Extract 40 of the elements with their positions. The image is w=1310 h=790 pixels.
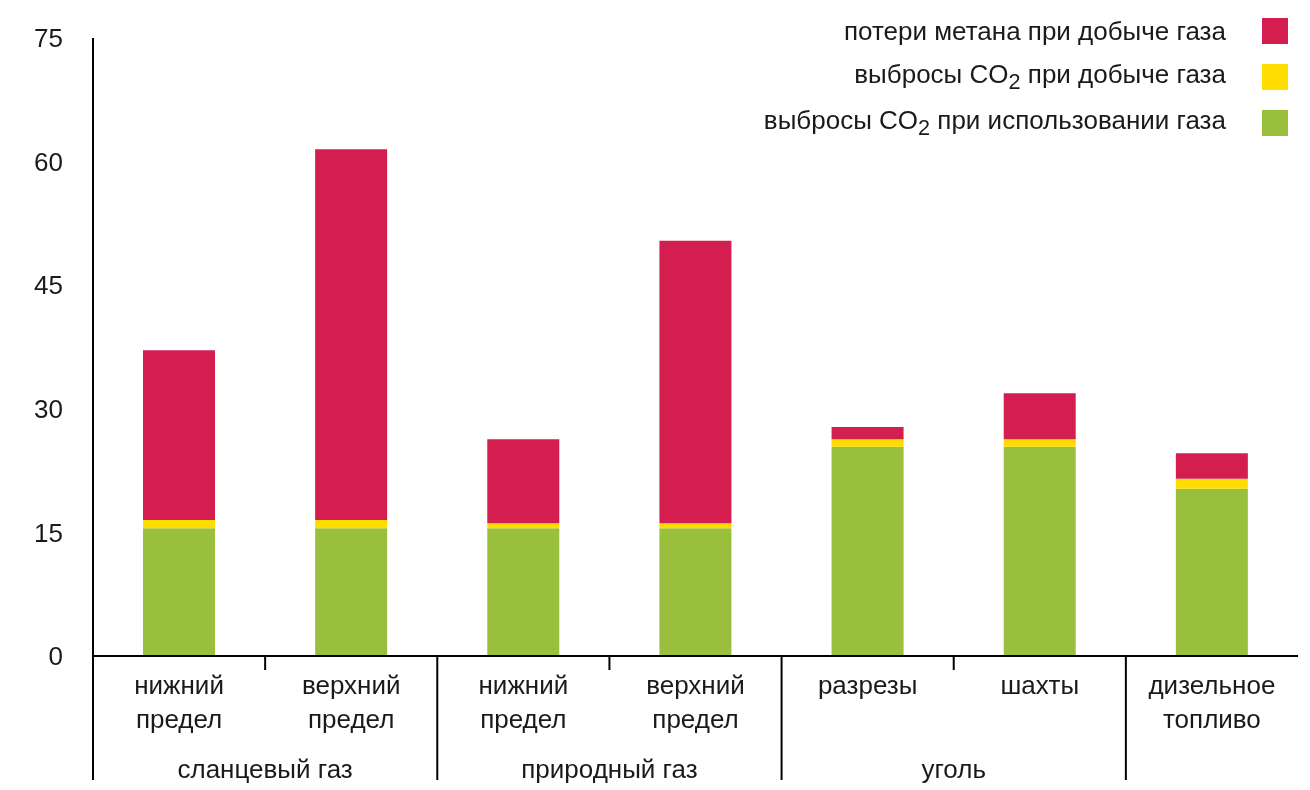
bar: [1175, 453, 1248, 479]
text: уголь: [921, 754, 986, 784]
x-tick-label: разрезы: [817, 670, 918, 700]
bar: [143, 528, 215, 656]
bar: [1175, 488, 1248, 656]
bar: [1003, 393, 1076, 440]
bar: [1003, 439, 1076, 447]
x-tick-label: нижний предел: [134, 670, 224, 734]
x-tick-label: верхний предел: [646, 670, 745, 734]
bar: [659, 528, 732, 656]
bar: [487, 528, 560, 656]
x-tick-label: шахты: [1000, 670, 1080, 700]
x-tick-label: нижний предел: [478, 670, 569, 734]
text: природный газ: [521, 754, 698, 784]
bar: [315, 520, 388, 529]
bar: [831, 439, 904, 447]
y-tick-label: 75: [34, 23, 63, 54]
bar: [831, 426, 904, 440]
bar: [315, 528, 388, 656]
text: сланцевый газ: [177, 754, 353, 784]
legend-label: выбросы CO$_{2}$ при добыче газа: [854, 58, 1226, 96]
bar: [1003, 446, 1076, 656]
legend-label: выбросы CO$_{2}$ при использовании газа: [763, 104, 1226, 142]
y-tick-label: 30: [34, 394, 63, 425]
bar: [659, 523, 732, 529]
bar: [487, 523, 560, 529]
x-tick-label: дизельное топливо: [1148, 670, 1276, 734]
bar: [143, 350, 215, 521]
y-tick-label: 15: [34, 517, 63, 548]
bar: [315, 149, 388, 521]
y-tick-label: 45: [34, 270, 63, 301]
x-tick-label: верхний предел: [301, 670, 401, 734]
legend-label: потери метана при добыче газа: [843, 15, 1226, 47]
bar: [1175, 478, 1248, 489]
bar: [659, 240, 732, 524]
y-tick-label: 60: [34, 146, 63, 177]
y-tick-label: 0: [48, 641, 63, 672]
bar: [831, 446, 904, 656]
bar: [487, 439, 560, 524]
bar: [143, 520, 215, 529]
